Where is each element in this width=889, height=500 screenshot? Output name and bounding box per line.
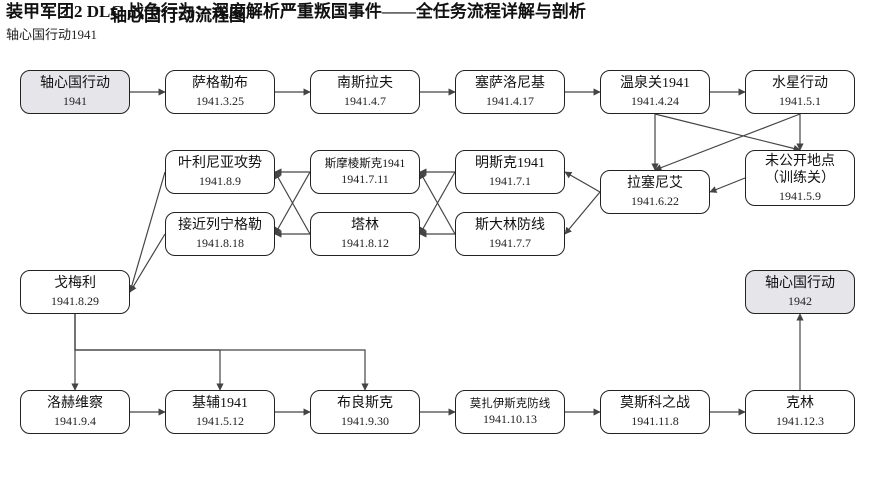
node-label: 布良斯克 — [337, 395, 393, 413]
edge — [275, 172, 310, 234]
node-yelnya: 叶利尼亚攻势1941.8.9 — [165, 150, 275, 194]
node-smolensk: 斯摩棱斯克19411941.7.11 — [310, 150, 420, 194]
node-date: 1941.12.3 — [776, 414, 824, 429]
node-label: 接近列宁格勒 — [178, 217, 262, 235]
edge — [420, 172, 455, 234]
node-stalinline: 斯大林防线1941.7.7 — [455, 212, 565, 256]
edge — [130, 234, 165, 292]
edge — [655, 114, 800, 150]
node-mercury: 水星行动1941.5.1 — [745, 70, 855, 114]
edge — [75, 314, 365, 390]
node-label: 塞萨洛尼基 — [475, 75, 545, 93]
node-date: 1941.9.4 — [54, 414, 96, 429]
page-subtitle: 轴心国行动1941 — [6, 24, 883, 43]
flowchart: 轴心国行动1941萨格勒布1941.3.25南斯拉夫1941.4.7塞萨洛尼基1… — [0, 50, 889, 500]
edge — [130, 172, 165, 292]
node-mozhaisk: 莫扎伊斯克防线1941.10.13 — [455, 390, 565, 434]
node-kyiv: 基辅19411941.5.12 — [165, 390, 275, 434]
edge — [565, 192, 600, 234]
node-label: 轴心国行动 — [765, 275, 835, 293]
node-axis1942: 轴心国行动1942 — [745, 270, 855, 314]
node-date: 1941.8.18 — [196, 236, 244, 251]
node-leningrad: 接近列宁格勒1941.8.18 — [165, 212, 275, 256]
node-label: 克林 — [786, 395, 814, 413]
node-label: 未公开地点 — [765, 153, 835, 171]
node-label: 戈梅利 — [54, 275, 96, 293]
node-date: 1941.4.7 — [344, 94, 386, 109]
node-date: 1941.4.17 — [486, 94, 534, 109]
node-rohachiv: 洛赫维察1941.9.4 — [20, 390, 130, 434]
node-date: 1941 — [63, 94, 87, 109]
node-yugoslavia: 南斯拉夫1941.4.7 — [310, 70, 420, 114]
edge — [565, 172, 600, 192]
node-date: 1941.5.12 — [196, 414, 244, 429]
node-date: 1941.6.22 — [631, 194, 679, 209]
node-label2: （训练关） — [765, 170, 835, 188]
node-label: 莫斯科之战 — [620, 395, 690, 413]
node-date: 1941.9.30 — [341, 414, 389, 429]
node-thessaloniki: 塞萨洛尼基1941.4.17 — [455, 70, 565, 114]
node-gomel: 戈梅利1941.8.29 — [20, 270, 130, 314]
node-date: 1942 — [788, 294, 812, 309]
node-label: 斯摩棱斯克1941 — [325, 157, 406, 171]
node-moscow: 莫斯科之战1941.11.8 — [600, 390, 710, 434]
edge — [75, 314, 220, 390]
node-label: 萨格勒布 — [192, 75, 248, 93]
node-date: 1941.8.9 — [199, 174, 241, 189]
node-label: 叶利尼亚攻势 — [178, 155, 262, 173]
node-date: 1941.5.1 — [779, 94, 821, 109]
node-zagreb: 萨格勒布1941.3.25 — [165, 70, 275, 114]
node-axis1941: 轴心国行动1941 — [20, 70, 130, 114]
node-label: 拉塞尼艾 — [627, 175, 683, 193]
node-label: 洛赫维察 — [47, 395, 103, 413]
node-label: 明斯克1941 — [475, 155, 545, 173]
edge — [275, 172, 310, 234]
edge — [420, 172, 455, 234]
node-raseiniai: 拉塞尼艾1941.6.22 — [600, 170, 710, 214]
overlay-title: 轴心国行动流程图 — [110, 1, 246, 26]
node-undisclosed: 未公开地点（训练关）1941.5.9 — [745, 150, 855, 206]
node-label: 轴心国行动 — [40, 75, 110, 93]
node-label: 斯大林防线 — [475, 217, 545, 235]
node-date: 1941.8.12 — [341, 236, 389, 251]
node-date: 1941.8.29 — [51, 294, 99, 309]
node-label: 基辅1941 — [192, 395, 248, 413]
node-thermopylae: 温泉关19411941.4.24 — [600, 70, 710, 114]
node-date: 1941.10.13 — [483, 412, 537, 427]
node-date: 1941.7.7 — [489, 236, 531, 251]
node-bryansk: 布良斯克1941.9.30 — [310, 390, 420, 434]
node-label: 温泉关1941 — [620, 75, 690, 93]
node-date: 1941.7.11 — [341, 172, 389, 187]
node-klin: 克林1941.12.3 — [745, 390, 855, 434]
node-date: 1941.11.8 — [631, 414, 679, 429]
edge — [710, 178, 745, 192]
node-date: 1941.7.1 — [489, 174, 531, 189]
node-label: 莫扎伊斯克防线 — [470, 397, 551, 411]
node-date: 1941.5.9 — [779, 189, 821, 204]
node-tallinn: 塔林1941.8.12 — [310, 212, 420, 256]
node-minsk: 明斯克19411941.7.1 — [455, 150, 565, 194]
node-date: 1941.3.25 — [196, 94, 244, 109]
node-label: 水星行动 — [772, 75, 828, 93]
node-label: 塔林 — [351, 217, 379, 235]
node-label: 南斯拉夫 — [337, 75, 393, 93]
header: 装甲军团2 DLC 战争行为：深度解析严重叛国事件——全任务流程详解与剖析 轴心… — [0, 0, 889, 43]
node-date: 1941.4.24 — [631, 94, 679, 109]
